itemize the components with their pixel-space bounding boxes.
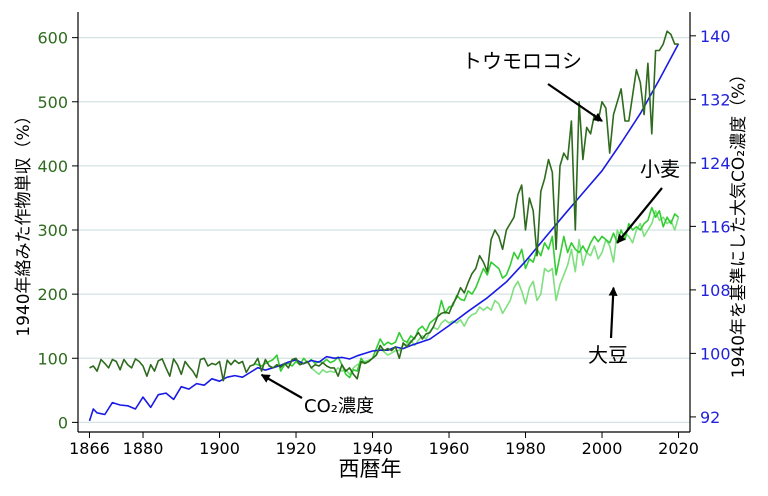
y-left-tick-label: 600 [37, 29, 68, 48]
y-right-tick-label: 108 [700, 281, 731, 300]
series-layer [88, 30, 680, 422]
y-right-tick-label: 124 [700, 154, 731, 173]
y-left-tick-label: 300 [37, 221, 68, 240]
x-tick-label: 1880 [123, 439, 164, 458]
y-left-tick-label: 100 [37, 349, 68, 368]
x-tick-label: 1940 [352, 439, 393, 458]
y-left-tick-label: 200 [37, 285, 68, 304]
axes: 0 100 200 300 400 500 600 92 100 108 116 124 132 140 1… [37, 12, 731, 458]
annotation-co2-label: CO₂濃度 [304, 396, 374, 417]
annotation-corn-arrow [547, 83, 603, 122]
y-right-tick-label: 116 [700, 217, 731, 236]
x-axis-label: 西暦年 [339, 457, 402, 481]
x-tick-label: 1960 [429, 439, 470, 458]
y-right-tick-label: 92 [700, 408, 720, 427]
annotation-soybean-label: 大豆 [588, 343, 628, 367]
y-left-tick-label: 0 [58, 413, 68, 432]
x-tick-label: 2000 [582, 439, 623, 458]
annotation-wheat-arrow [616, 187, 663, 244]
x-tick-label: 1980 [505, 439, 546, 458]
annotation-corn-label: トウモロコシ [462, 49, 582, 73]
annotation-soybean-arrow [608, 286, 618, 339]
y-right-tick-label: 140 [700, 27, 731, 46]
x-tick-label: 1920 [276, 439, 317, 458]
x-tick-label: 2020 [658, 439, 699, 458]
series-line-corn [89, 30, 679, 382]
y-left-tick-label: 500 [37, 93, 68, 112]
y-right-tick-label: 100 [700, 344, 731, 363]
y-left-tick-label: 400 [37, 157, 68, 176]
y-axis-left-label: 1940年絡みた作物単収（%） [14, 107, 34, 336]
annotation-co2-arrow [260, 373, 303, 399]
grid [78, 37, 690, 423]
x-tick-label: 1866 [69, 439, 110, 458]
annotation-wheat-label: 小麦 [640, 157, 680, 181]
x-tick-label: 1900 [199, 439, 240, 458]
series-line-wheat [253, 206, 680, 379]
y-axis-right-label: 1940年を基準にした大気CO₂濃度（%） [729, 66, 749, 378]
y-right-tick-label: 132 [700, 90, 731, 109]
